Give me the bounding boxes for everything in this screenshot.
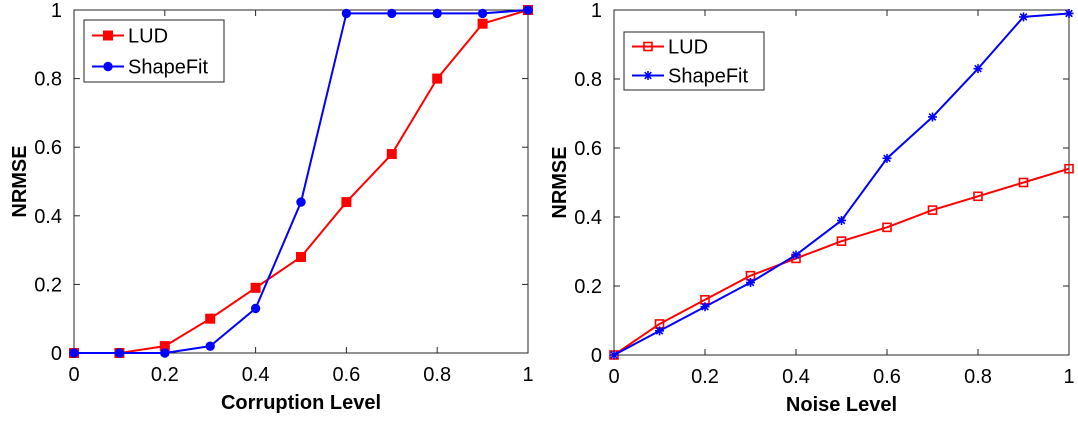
- data-point-shapefit: [837, 215, 846, 225]
- data-point-lud: [1018, 177, 1029, 188]
- data-point-shapefit: [1064, 8, 1074, 18]
- y-tick-label: 0: [591, 345, 602, 367]
- data-point-shapefit: [746, 278, 755, 288]
- data-point-shapefit: [700, 302, 710, 312]
- data-point-shapefit: [655, 326, 664, 336]
- x-tick-label: 0.2: [151, 364, 179, 386]
- y-tick-label: 0.8: [34, 69, 62, 91]
- legend-label-shapefit: ShapeFit: [668, 66, 748, 88]
- legend-label-lud: LUD: [128, 26, 168, 48]
- chart-1: 0 0.2 0.4 0.6 0.8 1 0 0.2 0.4 0.6 0.8 1 Corruption L…: [9, 0, 534, 414]
- x-axis-label: Corruption Level: [221, 392, 381, 414]
- legend-marker-lud: [103, 30, 113, 41]
- data-point-shapefit: [205, 341, 215, 351]
- y-tick-label: 1: [51, 0, 62, 22]
- data-point-shapefit: [341, 8, 352, 19]
- data-point-shapefit: [1019, 12, 1028, 22]
- legend-label-shapefit: ShapeFit: [128, 57, 208, 79]
- data-point-lud: [477, 18, 488, 29]
- series-shapefit: [69, 5, 533, 358]
- data-point-shapefit: [791, 250, 801, 260]
- y-tick-label: 0.6: [34, 137, 62, 159]
- y-tick-label: 0.8: [574, 69, 602, 91]
- x-tick-label: 1: [1063, 366, 1074, 388]
- x-tick-label: 0.2: [691, 366, 719, 388]
- x-tick-label: 0.8: [423, 364, 451, 386]
- data-point-shapefit: [432, 8, 442, 19]
- y-tick-label: 0.4: [574, 207, 602, 229]
- data-point-lud: [882, 222, 892, 233]
- data-point-lud: [250, 282, 261, 293]
- data-point-shapefit: [387, 8, 397, 19]
- x-tick-label: 0: [608, 366, 619, 388]
- data-point-shapefit: [523, 5, 533, 15]
- y-axis-label: NRMSE: [9, 145, 31, 217]
- y-tick-label: 0.2: [34, 274, 62, 296]
- series-shapefit: [609, 8, 1074, 360]
- data-point-shapefit: [114, 348, 125, 358]
- series-line-lud: [613, 167, 1070, 356]
- x-tick-label: 1: [522, 364, 533, 386]
- x-tick-label: 0.4: [242, 364, 270, 386]
- chart-2: 0 0.2 0.4 0.6 0.8 1 0 0.2 0.4 0.6 0.8 1 Noise Level N…: [549, 0, 1075, 416]
- y-tick-label: 0: [51, 343, 62, 365]
- data-point-shapefit: [609, 350, 619, 360]
- data-point-lud: [386, 149, 397, 160]
- data-point-shapefit: [882, 153, 892, 163]
- x-tick-label: 0.6: [332, 364, 360, 386]
- y-tick-label: 0.6: [574, 138, 602, 160]
- data-point-shapefit: [477, 8, 488, 19]
- legend-marker-lud: [643, 41, 653, 52]
- data-point-lud: [927, 205, 938, 215]
- data-point-shapefit: [69, 348, 79, 358]
- data-point-shapefit: [928, 112, 937, 122]
- data-point-lud: [973, 191, 983, 202]
- x-tick-label: 0.8: [964, 366, 992, 388]
- x-tick-label: 0.6: [873, 366, 901, 388]
- data-point-shapefit: [160, 348, 170, 358]
- data-point-lud: [205, 313, 216, 324]
- y-tick-label: 1: [591, 0, 602, 22]
- legend-box: [83, 19, 225, 83]
- x-tick-label: 0: [68, 364, 79, 386]
- legend: LUD ShapeFit: [83, 19, 225, 83]
- x-tick-label: 0.4: [782, 366, 810, 388]
- legend-marker-shapefit: [103, 61, 113, 72]
- data-point-lud: [836, 236, 847, 246]
- legend-label-lud: LUD: [668, 37, 708, 59]
- y-axis-label: NRMSE: [549, 146, 571, 218]
- data-point-lud: [341, 197, 352, 208]
- data-point-lud: [432, 73, 443, 84]
- data-point-lud: [1064, 163, 1074, 174]
- legend: LUD ShapeFit: [623, 31, 765, 91]
- y-tick-label: 0.2: [574, 276, 602, 298]
- data-point-shapefit: [250, 303, 261, 314]
- legend-box: [623, 31, 765, 91]
- data-point-shapefit: [296, 197, 306, 207]
- data-point-lud: [296, 251, 306, 262]
- y-tick-label: 0.4: [34, 206, 62, 228]
- x-axis-label: Noise Level: [786, 394, 897, 416]
- data-point-shapefit: [973, 64, 983, 74]
- legend-marker-shapefit: [643, 71, 653, 80]
